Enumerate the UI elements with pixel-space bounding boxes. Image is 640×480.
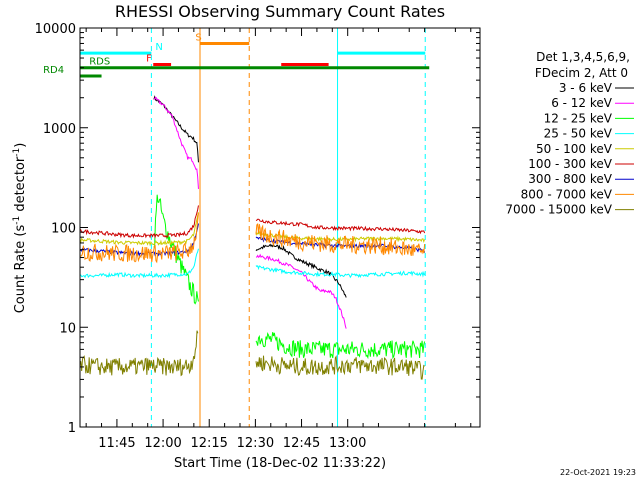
legend-entry-label: 800 - 7000 keV bbox=[521, 187, 613, 201]
series-8-seg1 bbox=[79, 213, 199, 264]
x-tick-label: 13:00 bbox=[329, 436, 366, 451]
series-3-seg1 bbox=[153, 194, 199, 305]
flag-label-rds: RDS bbox=[89, 57, 110, 68]
legend-entry-label: 50 - 100 keV bbox=[536, 142, 613, 156]
y-tick-label: 10 bbox=[59, 321, 76, 336]
y-axis-label: Count Rate (s-1 detector-1) bbox=[12, 143, 28, 314]
x-axis: 11:45 12:00 12:15 12:30 12:45 13:00 bbox=[85, 28, 472, 451]
series-6-seg1 bbox=[79, 205, 199, 239]
series-6-seg2 bbox=[255, 218, 426, 235]
y-axis-label-sup1: -1 bbox=[12, 216, 22, 225]
legend-entry-label: 100 - 300 keV bbox=[528, 157, 612, 171]
legend-header-1: Det 1,3,4,5,6,9, bbox=[536, 50, 630, 64]
x-tick-label: 12:00 bbox=[144, 436, 181, 451]
legend-entry-label: 3 - 6 keV bbox=[559, 81, 613, 95]
legend-entry-label: 7000 - 15000 keV bbox=[505, 203, 612, 217]
x-tick-label: 12:15 bbox=[190, 436, 227, 451]
series-4-seg2 bbox=[255, 265, 426, 279]
flag-label-s: S bbox=[195, 32, 201, 43]
legend: Det 1,3,4,5,6,9, FDecim 2, Att 0 3 - 6 k… bbox=[505, 50, 634, 217]
x-tick-label: 12:30 bbox=[237, 436, 274, 451]
plot-frame bbox=[79, 27, 481, 428]
flag-label-n: N bbox=[155, 42, 162, 53]
legend-header-2: FDecim 2, Att 0 bbox=[535, 66, 628, 80]
flag-label-f: F bbox=[146, 54, 152, 65]
legend-entry-label: 25 - 50 keV bbox=[544, 127, 613, 141]
flag-label-rd4: RD4 bbox=[43, 65, 64, 76]
legend-entry-label: 12 - 25 keV bbox=[544, 111, 613, 125]
render-timestamp: 22-Oct-2021 19:23 bbox=[560, 468, 636, 477]
series-8-seg2 bbox=[255, 223, 426, 256]
plot-area: N S F RDS RD4 bbox=[43, 28, 430, 427]
y-axis-label-main: Count Rate (s bbox=[13, 225, 28, 314]
series-5-seg1 bbox=[79, 212, 199, 247]
y-axis: 1 10 100 1000 10000 bbox=[35, 22, 480, 436]
series-2-seg2 bbox=[255, 253, 347, 329]
x-tick-label: 11:45 bbox=[98, 436, 135, 451]
series-3-seg2 bbox=[255, 331, 426, 360]
y-tick-label: 1000 bbox=[43, 122, 76, 137]
series-9-seg2 bbox=[255, 355, 425, 380]
y-axis-label-end: ) bbox=[13, 143, 28, 148]
legend-entry-label: 300 - 800 keV bbox=[528, 172, 612, 186]
series-7-seg1 bbox=[79, 223, 199, 257]
series-4-seg1 bbox=[79, 248, 199, 279]
y-tick-label: 100 bbox=[51, 222, 76, 237]
x-tick-label: 12:45 bbox=[283, 436, 320, 451]
y-axis-label-mid: detector bbox=[13, 156, 28, 216]
chart-title: RHESSI Observing Summary Count Rates bbox=[115, 2, 445, 21]
y-axis-label-sup2: -1 bbox=[12, 148, 22, 157]
y-tick-label: 10000 bbox=[35, 22, 76, 37]
y-tick-label: 1 bbox=[68, 421, 76, 436]
series-2-seg1 bbox=[153, 96, 199, 189]
legend-entry-label: 6 - 12 keV bbox=[551, 96, 613, 110]
x-axis-label: Start Time (18-Dec-02 11:33:22) bbox=[174, 456, 386, 471]
series-9-seg1 bbox=[79, 330, 199, 377]
series-5-seg2 bbox=[255, 230, 426, 244]
